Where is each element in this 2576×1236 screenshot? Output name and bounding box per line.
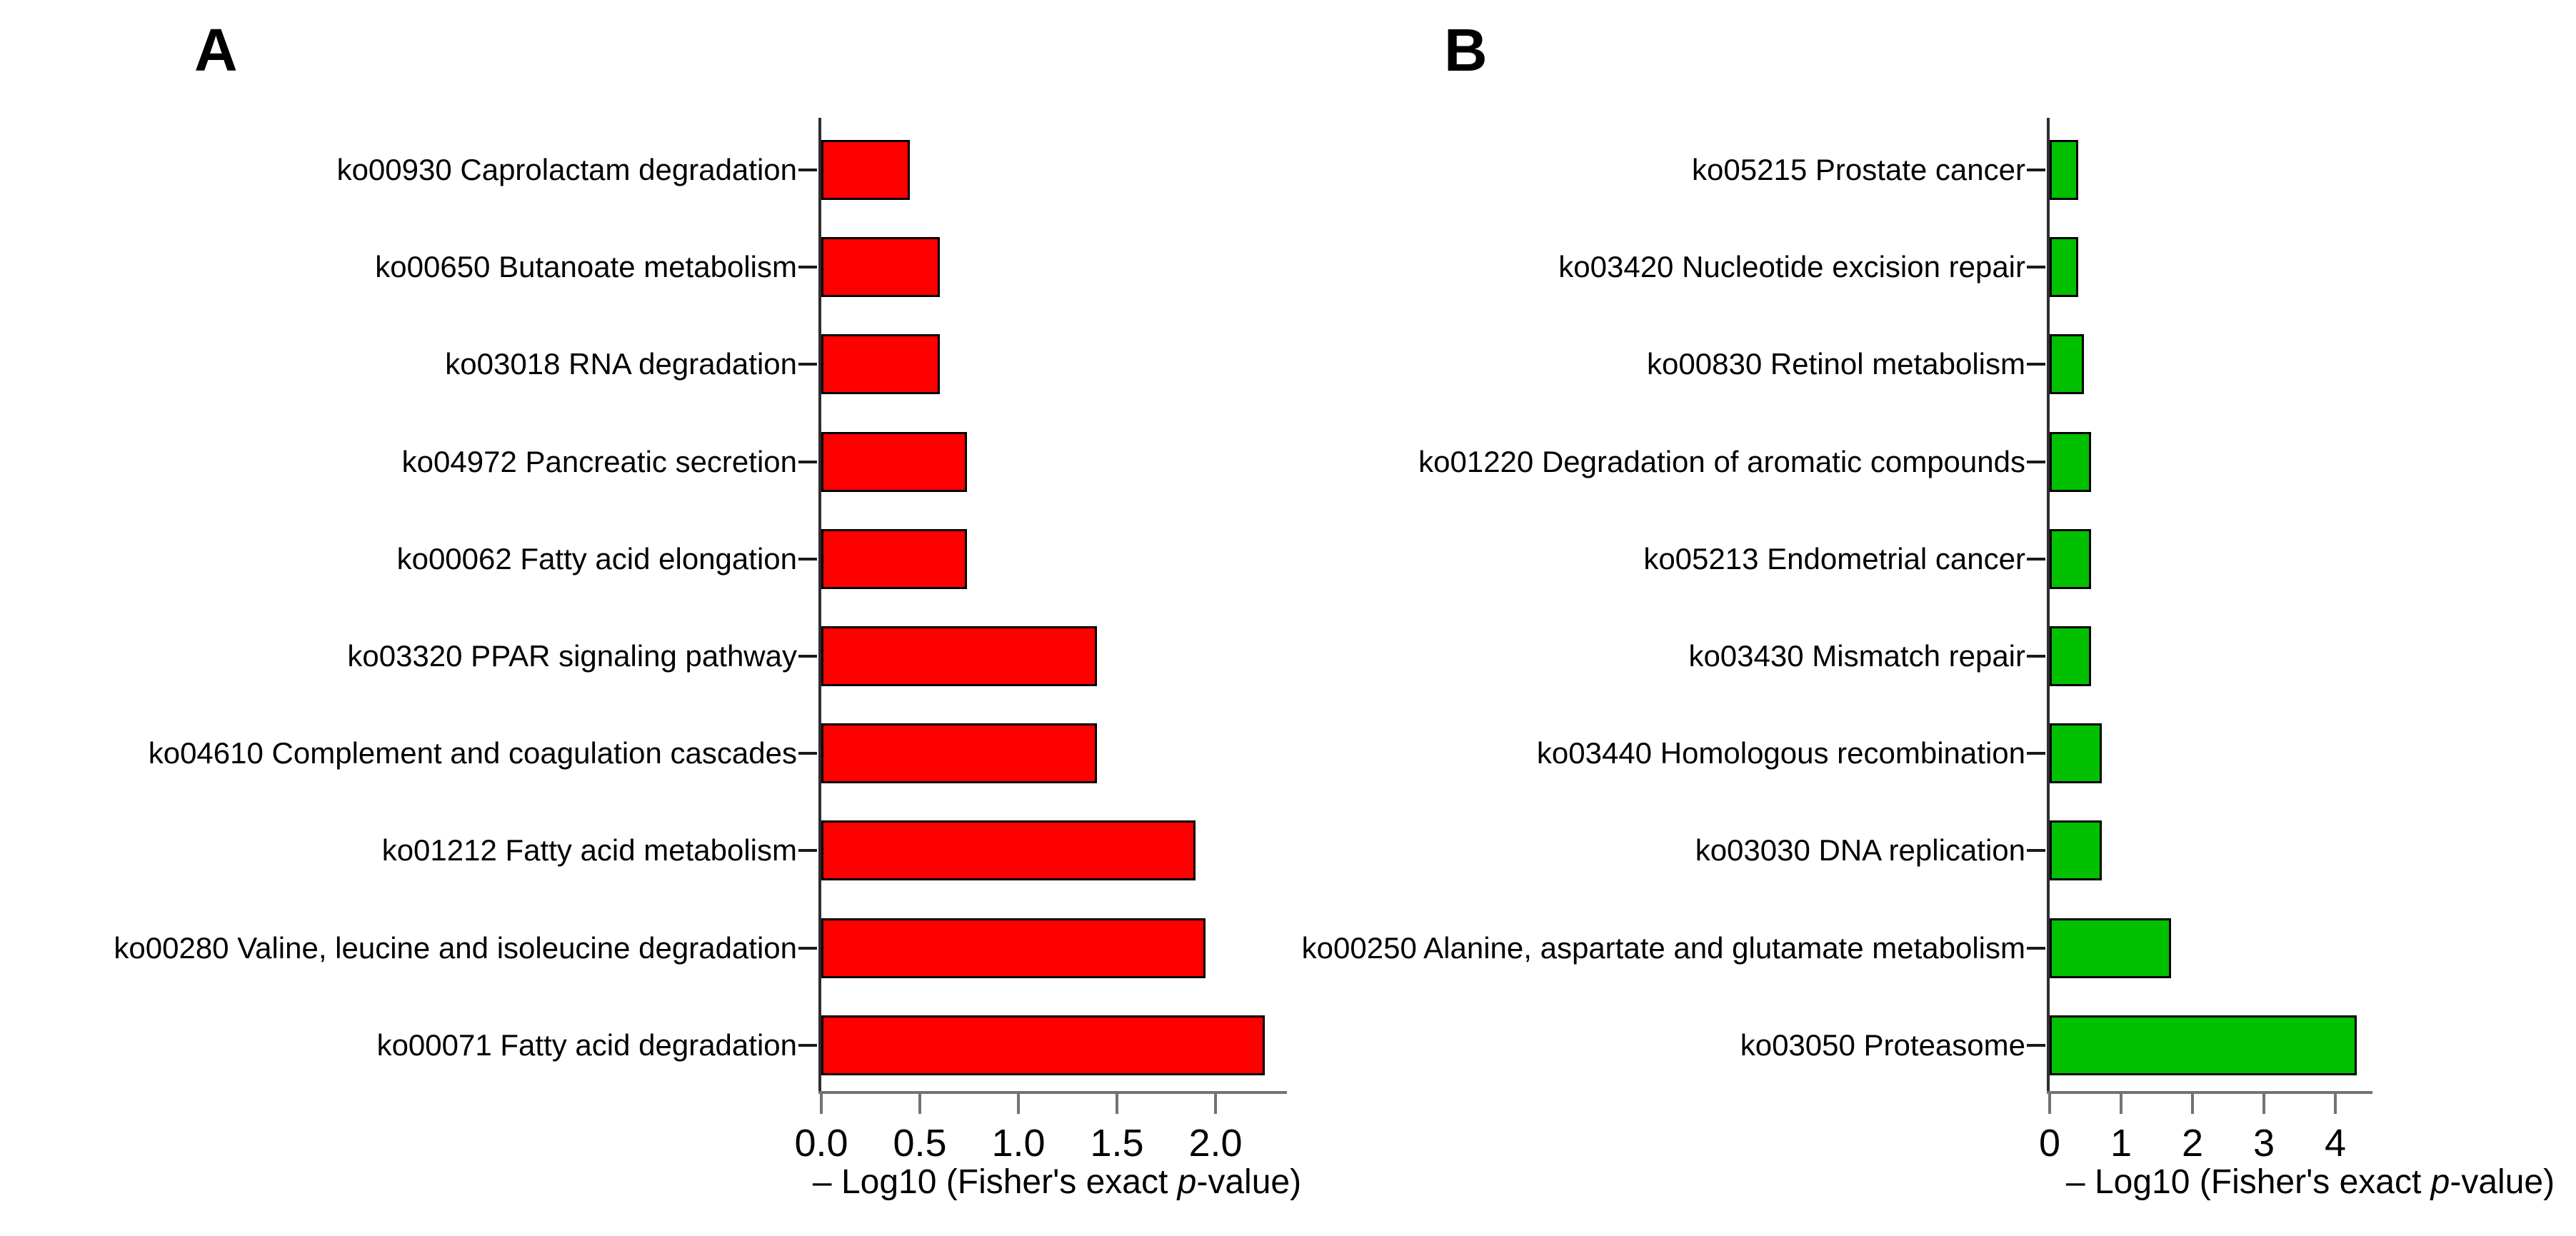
panel-b-category-tick-mark [2027,655,2045,658]
panel-a-x-tick-label: 1.5 [1090,1122,1144,1165]
panel-a-category-tick-mark [798,460,817,463]
panel-a-category-tick-mark [798,557,817,561]
panel-b-x-axis-title-suffix: -value) [2450,1163,2555,1201]
panel-b-x-axis-title-italic-p: p [2430,1163,2450,1201]
panel-b-x-tick-label: 3 [2252,1122,2275,1165]
panel-a-category-label: ko00071 Fatty acid degradation [376,1028,797,1062]
panel-a-category-tick-mark [798,946,817,950]
panel-a-category-label: ko04972 Pancreatic secretion [401,444,797,478]
panel-a-bar [821,918,1206,978]
panel-b-x-axis-title-prefix: – Log10 (Fisher's exact [2065,1163,2431,1201]
panel-a-bar [821,1015,1265,1075]
panel-b-category-tick-mark [2027,1043,2045,1047]
panel-b-x-axis-title: – Log10 (Fisher's exact p-value) [2066,1162,2555,1202]
panel-b-bar [2050,626,2091,686]
panel-b-letter: B [1444,16,1488,84]
panel-b-x-tick-mark [2120,1094,2123,1114]
panel-b-category-label: ko05215 Prostate cancer [1692,153,2025,186]
panel-b-x-tick-mark [2334,1094,2337,1114]
panel-a-category-tick-mark [798,849,817,853]
panel-b-category-tick-mark [2027,266,2045,269]
panel-a-x-tick-label: 1.0 [991,1122,1046,1165]
panel-a-x-tick-mark [1116,1094,1118,1114]
panel-a-category-tick-mark [798,169,817,171]
panel-a-y-axis-line [818,118,821,1094]
panel-b-x-tick-label: 1 [2110,1122,2133,1165]
panel-b-bar [2050,528,2091,589]
panel-b-category-tick-mark [2027,557,2045,561]
panel-a-bar [821,528,967,589]
panel-b-x-tick-mark [2262,1094,2265,1114]
panel-a-x-tick-mark [1017,1094,1020,1114]
panel-a-category-label: ko00650 Butanoate metabolism [375,250,797,284]
panel-b-x-tick-mark [2048,1094,2051,1114]
panel-b-category-label: ko03030 DNA replication [1695,833,2025,868]
panel-b-category-label: ko05213 Endometrial cancer [1643,541,2025,576]
panel-a-bar [821,626,1097,686]
panel-a-category-label: ko03018 RNA degradation [445,347,797,381]
panel-b-bar [2050,237,2078,298]
panel-a-category-label: ko01212 Fatty acid metabolism [381,833,797,868]
panel-a-bar [821,334,940,395]
panel-b-bar [2050,918,2171,978]
panel-b-category-tick-mark [2027,363,2045,366]
panel-a-category-label: ko00062 Fatty acid elongation [396,541,797,576]
panel-b-x-tick-label: 0 [2038,1122,2061,1165]
panel-b-category-tick-mark [2027,946,2045,950]
panel-a-category-tick-mark [798,363,817,366]
panel-a-bar [821,723,1097,784]
panel-b-x-tick-label: 4 [2324,1122,2347,1165]
panel-a-x-axis-title-prefix: – Log10 (Fisher's exact [812,1163,1178,1201]
panel-a-category-label: ko04610 Complement and coagulation casca… [148,736,797,770]
panel-a-category-tick-mark [798,1043,817,1047]
panel-a-x-axis-title-suffix: -value) [1196,1163,1302,1201]
panel-a-x-axis-title-italic-p: p [1177,1163,1197,1201]
panel-a-x-axis-title: – Log10 (Fisher's exact p-value) [813,1162,1301,1202]
panel-b-category-label: ko03430 Mismatch repair [1688,639,2025,673]
panel-b-category-label: ko01220 Degradation of aromatic compound… [1418,444,2025,478]
panel-b-bar [2050,1015,2357,1075]
panel-a-x-tick-label: 0.5 [893,1122,947,1165]
panel-b-category-label: ko03440 Homologous recombination [1536,736,2025,770]
panel-a-x-axis-line [818,1091,1287,1094]
panel-a-category-tick-mark [798,752,817,755]
panel-a-x-tick-label: 2.0 [1188,1122,1243,1165]
panel-a-letter: A [194,16,238,84]
panel-b-x-tick-label: 2 [2181,1122,2204,1165]
panel-b-bar [2050,431,2091,492]
panel-b-bar [2050,820,2102,881]
panel-a-category-tick-mark [798,266,817,269]
panel-b-bar [2050,140,2078,200]
panel-a-x-tick-mark [1214,1094,1217,1114]
panel-b-bar [2050,723,2102,784]
panel-a-category-tick-mark [798,655,817,658]
panel-a-category-label: ko00930 Caprolactam degradation [336,153,797,186]
panel-b-category-tick-mark [2027,752,2045,755]
panel-a-category-label: ko03320 PPAR signaling pathway [347,639,797,673]
panel-b-category-label: ko00250 Alanine, aspartate and glutamate… [1301,930,2025,965]
panel-b-category-label: ko03050 Proteasome [1740,1028,2025,1062]
panel-a-x-tick-mark [918,1094,921,1114]
panel-a-x-tick-mark [820,1094,823,1114]
panel-b-category-tick-mark [2027,849,2045,853]
panel-b-y-axis-line [2047,118,2050,1094]
panel-b-x-axis-line [2047,1091,2372,1094]
panel-b-category-label: ko03420 Nucleotide excision repair [1558,250,2025,284]
panel-a-bar [821,820,1196,881]
panel-b-category-tick-mark [2027,460,2045,463]
panel-a-bar [821,140,910,200]
panel-a-bar [821,237,940,298]
panel-b-bar [2050,334,2084,395]
panel-a-bar [821,431,967,492]
panel-b-category-tick-mark [2027,169,2045,171]
panel-a-x-tick-label: 0.0 [794,1122,848,1165]
panel-a-category-label: ko00280 Valine, leucine and isoleucine d… [114,930,797,965]
panel-b-x-tick-mark [2191,1094,2194,1114]
panel-b-category-label: ko00830 Retinol metabolism [1647,347,2025,381]
